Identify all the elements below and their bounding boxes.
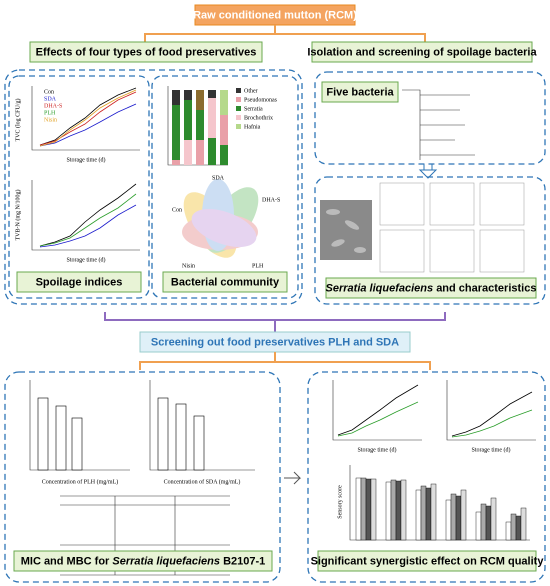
connector [139, 352, 431, 370]
curve [39, 87, 137, 146]
label-italic: Serratia liquefaciens [112, 555, 220, 567]
section-box [311, 41, 533, 63]
legend-entry: DHA-S [44, 103, 62, 109]
connector [144, 25, 426, 42]
axis-label: Concentration of SDA (mg/mL) [164, 478, 241, 485]
venn-label: SDA [212, 175, 225, 181]
bars [355, 477, 527, 541]
legend: Other Pseudomonas Serratia Brochothrix H… [236, 88, 278, 130]
curve [337, 384, 419, 436]
legend-entry: Serratia [244, 106, 263, 112]
panel-label: Serratia liquefaciens and characteristic… [326, 282, 537, 294]
label-text: and characteristics [436, 282, 536, 294]
curve [337, 401, 419, 437]
panel-label: Five bacteria [326, 86, 394, 98]
panel [314, 71, 546, 165]
axis [31, 86, 140, 151]
label-box [16, 271, 142, 293]
section-box [29, 41, 263, 63]
label-text: B2107-1 [223, 555, 265, 567]
bars [37, 397, 83, 471]
sem-image [326, 209, 366, 253]
panel [4, 371, 281, 583]
axis-label: Storage time (d) [472, 446, 511, 453]
venn [182, 179, 259, 258]
axis-label: Sensory score [337, 485, 343, 519]
stacked-bars [172, 90, 228, 165]
section-title: Isolation and screening of spoilage bact… [307, 46, 537, 58]
panel [4, 69, 303, 305]
axis [349, 465, 530, 541]
mini-plots [379, 182, 525, 273]
panel-label: Significant synergistic effect on RCM qu… [311, 555, 545, 567]
panel [314, 176, 546, 305]
label-box [325, 277, 537, 299]
curve [39, 193, 137, 247]
panel-label: Spoilage indices [36, 276, 123, 288]
header-title: Raw conditioned mutton (RCM) [193, 9, 357, 21]
legend-entry: Con [44, 89, 54, 95]
label-box [317, 550, 537, 572]
middle-title: Screening out food preservatives PLH and… [151, 336, 399, 348]
curve [39, 89, 137, 147]
curve [39, 183, 137, 247]
tree [402, 89, 475, 160]
axis [332, 380, 422, 441]
label-box [321, 81, 399, 103]
axis [29, 380, 130, 471]
venn-label: Nisin [182, 263, 195, 269]
legend-entry: Hafnia [244, 123, 261, 130]
section-title: Effects of four types of food preservati… [36, 46, 257, 58]
subpanel [8, 75, 150, 299]
arrow [418, 169, 438, 179]
legend-entry: SDA [44, 96, 57, 102]
axis-label: TVC (log CFU/g) [14, 98, 21, 141]
bars [157, 397, 205, 471]
legend-entry: PLH [44, 110, 56, 116]
venn-label: PLH [252, 263, 264, 269]
connector [104, 312, 446, 332]
axis [31, 180, 140, 251]
axis-label: TVB-N (mg N/100g) [14, 190, 21, 241]
legend-entry: Nisin [44, 117, 57, 123]
axis [446, 380, 536, 441]
curve [39, 204, 137, 248]
curve [451, 391, 533, 437]
axis-label: Storage time (d) [67, 256, 106, 263]
axis-label: Storage time (d) [67, 156, 106, 163]
venn-label: DHA-S [262, 197, 280, 203]
legend-entry: Brochothrix [244, 115, 273, 121]
legend: Con SDA DHA-S PLH Nisin [44, 89, 62, 123]
legend-entry: Other [244, 88, 258, 94]
venn-label: Con [172, 207, 182, 213]
axis [149, 380, 255, 471]
axis-label: Storage time (d) [358, 446, 397, 453]
label-box [13, 550, 273, 572]
table [60, 495, 230, 576]
arrow [423, 164, 433, 170]
curve [39, 91, 137, 146]
subpanel [151, 75, 299, 299]
axis-label: Concentration of PLH (mg/mL) [42, 478, 119, 485]
panel-label: Bacterial community [171, 276, 280, 288]
arrow [284, 471, 302, 485]
curve [451, 409, 533, 438]
curve [39, 103, 137, 147]
panel [307, 371, 546, 583]
panel-label: MIC and MBC for Serratia liquefaciens B2… [21, 555, 266, 567]
label-box [162, 271, 288, 293]
label-italic: Serratia liquefaciens [326, 282, 434, 294]
label-text: MIC and MBC for [21, 555, 110, 567]
legend-entry: Pseudomonas [244, 97, 278, 103]
